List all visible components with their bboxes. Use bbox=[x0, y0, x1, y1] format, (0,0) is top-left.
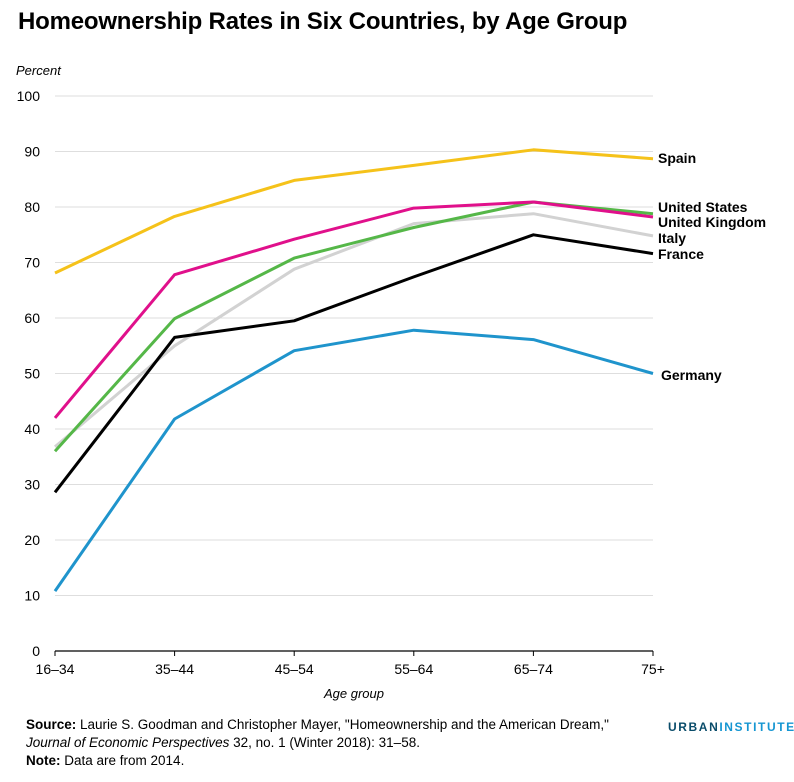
y-tick-100: 100 bbox=[17, 88, 41, 104]
series-label-germany: Germany bbox=[661, 367, 722, 383]
series-label-united-states: United States bbox=[658, 199, 748, 215]
y-tick-30: 30 bbox=[24, 477, 40, 493]
source-line: Source: Laurie S. Goodman and Christophe… bbox=[26, 716, 666, 734]
brand-part-2: INSTITUTE bbox=[719, 720, 794, 734]
y-tick-70: 70 bbox=[24, 255, 40, 271]
series-label-spain: Spain bbox=[658, 150, 696, 166]
y-tick-60: 60 bbox=[24, 310, 40, 326]
chart-title: Homeownership Rates in Six Countries, by… bbox=[18, 8, 628, 35]
x-tick-label: 35–44 bbox=[155, 661, 194, 677]
note-text: Data are from 2014. bbox=[60, 753, 185, 768]
journal-details: 32, no. 1 (Winter 2018): 31–58. bbox=[229, 735, 420, 750]
y-axis-label: Percent bbox=[16, 63, 62, 78]
y-tick-0: 0 bbox=[32, 643, 40, 659]
series-line-united-states bbox=[53, 200, 654, 419]
x-tick-label: 65–74 bbox=[514, 661, 553, 677]
y-tick-10: 10 bbox=[24, 588, 40, 604]
series-lines bbox=[53, 148, 654, 592]
x-tick-labels: 16–34 35–44 45–54 55–64 65–74 75+ bbox=[36, 651, 665, 677]
source-label: Source: bbox=[26, 717, 77, 732]
x-tick-label: 45–54 bbox=[275, 661, 314, 677]
y-tick-50: 50 bbox=[24, 366, 40, 382]
footer: Source: Laurie S. Goodman and Christophe… bbox=[26, 716, 666, 770]
series-label-italy: Italy bbox=[658, 230, 686, 246]
line-chart: 0 10 20 30 40 50 60 70 80 90 100 16–34 35–44 45–54 55… bbox=[16, 63, 766, 701]
note-line: Note: Data are from 2014. bbox=[26, 752, 666, 770]
series-line-france bbox=[53, 233, 654, 494]
note-label: Note: bbox=[26, 753, 61, 768]
series-label-united-kingdom: United Kingdom bbox=[658, 214, 766, 230]
y-tick-40: 40 bbox=[24, 421, 40, 437]
x-axis-label: Age group bbox=[323, 686, 384, 701]
gridlines bbox=[55, 95, 653, 652]
journal-name: Journal of Economic Perspectives bbox=[26, 735, 230, 750]
x-tick-label: 16–34 bbox=[36, 661, 75, 677]
series-line-italy bbox=[54, 212, 654, 448]
journal-line: Journal of Economic Perspectives 32, no.… bbox=[26, 734, 666, 752]
series-label-france: France bbox=[658, 246, 704, 262]
y-tick-90: 90 bbox=[24, 144, 40, 160]
series-line-germany bbox=[53, 328, 654, 592]
y-tick-80: 80 bbox=[24, 199, 40, 215]
urban-institute-logo: URBANINSTITUTE bbox=[668, 720, 794, 734]
y-tick-20: 20 bbox=[24, 532, 40, 548]
x-tick-label: 55–64 bbox=[394, 661, 433, 677]
series-line-spain bbox=[54, 148, 654, 275]
y-tick-labels: 0 10 20 30 40 50 60 70 80 90 100 bbox=[17, 88, 41, 659]
brand-part-1: URBAN bbox=[668, 720, 720, 734]
x-tick-label: 75+ bbox=[641, 661, 665, 677]
source-text: Laurie S. Goodman and Christopher Mayer,… bbox=[76, 717, 609, 732]
